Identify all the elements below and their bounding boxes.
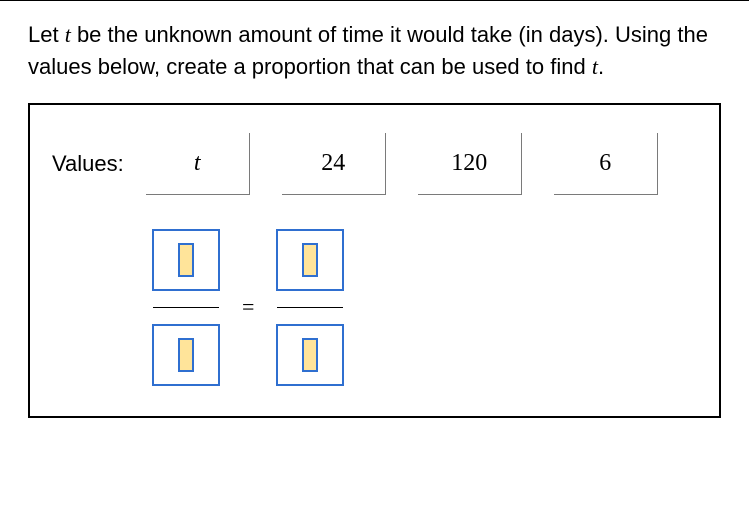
left-fraction (152, 229, 220, 386)
value-tile-t[interactable]: t (146, 133, 250, 195)
fraction-bar-left (153, 307, 219, 308)
drop-left-denominator[interactable] (152, 324, 220, 386)
value-6: 6 (599, 150, 611, 177)
fraction-bar-right (277, 307, 343, 308)
slot-icon (178, 338, 194, 372)
value-24: 24 (321, 150, 345, 177)
instr-part2: be the unknown amount of time it would t… (28, 22, 708, 79)
right-fraction (276, 229, 344, 386)
value-120: 120 (451, 150, 487, 177)
drop-right-numerator[interactable] (276, 229, 344, 291)
values-label: Values: (52, 151, 124, 177)
equals-sign: = (242, 294, 254, 320)
value-tile-6[interactable]: 6 (554, 133, 658, 195)
instr-part3: . (598, 54, 604, 79)
value-tile-120[interactable]: 120 (418, 133, 522, 195)
work-panel: Values: t 24 120 6 = (28, 103, 721, 418)
top-divider (0, 0, 749, 1)
proportion-area: = (152, 229, 697, 386)
value-t: t (194, 150, 201, 177)
slot-icon (302, 243, 318, 277)
instructions-text: Let t be the unknown amount of time it w… (0, 19, 749, 83)
values-row: Values: t 24 120 6 (52, 133, 697, 195)
drop-right-denominator[interactable] (276, 324, 344, 386)
slot-icon (178, 243, 194, 277)
instr-part1: Let (28, 22, 65, 47)
value-tile-24[interactable]: 24 (282, 133, 386, 195)
slot-icon (302, 338, 318, 372)
drop-left-numerator[interactable] (152, 229, 220, 291)
